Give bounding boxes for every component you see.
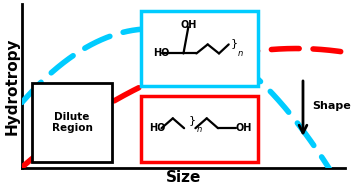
Text: $\}$: $\}$ — [230, 37, 238, 51]
Text: $\}$: $\}$ — [188, 114, 196, 128]
Bar — [32, 83, 112, 162]
Text: n: n — [197, 125, 202, 134]
X-axis label: Size: Size — [166, 170, 201, 185]
Text: OH: OH — [180, 20, 197, 30]
Text: Dilute
Region: Dilute Region — [51, 112, 93, 133]
Text: HO: HO — [149, 123, 166, 133]
Y-axis label: Hydrotropy: Hydrotropy — [4, 38, 19, 135]
Bar — [141, 11, 258, 86]
Text: Shape: Shape — [313, 101, 351, 111]
Text: n: n — [238, 49, 243, 58]
Bar — [141, 96, 258, 162]
Text: OH: OH — [235, 123, 252, 133]
Text: HO: HO — [153, 48, 169, 58]
